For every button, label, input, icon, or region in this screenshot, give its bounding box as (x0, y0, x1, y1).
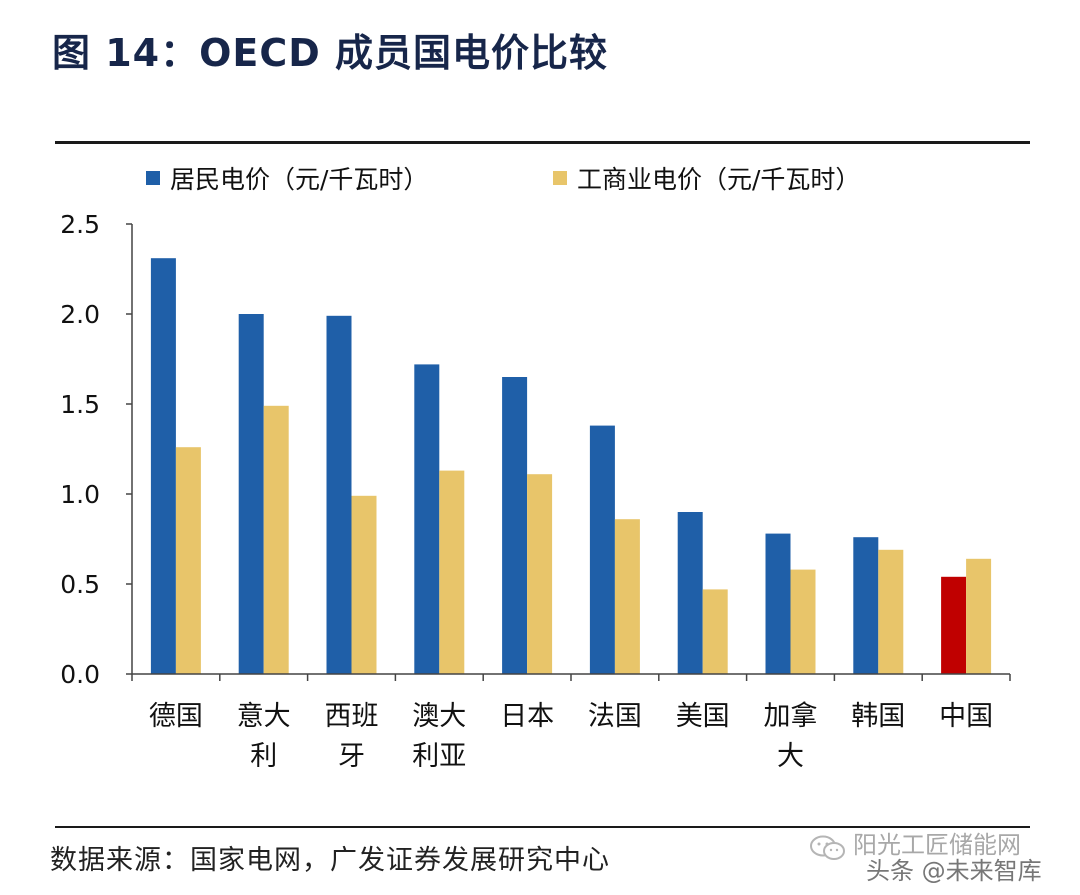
x-tick-label: 西班牙 (325, 701, 379, 772)
industrial-bar-1 (175, 447, 201, 674)
x-tick-label-line: 西班 (325, 701, 379, 732)
figure-title: 图 14：OECD 成员国电价比较 (52, 31, 609, 75)
x-tick-label-line: 中国 (939, 701, 993, 732)
industrial-bar-8 (790, 569, 816, 674)
x-tick-label: 德国 (149, 701, 203, 732)
residential-bar-8 (765, 533, 791, 674)
x-tick-label: 中国 (939, 701, 993, 732)
bar-series (150, 258, 992, 674)
residential-bar-1 (150, 258, 176, 674)
y-tick-label: 1.0 (60, 480, 100, 509)
x-tick-label-line: 澳大 (412, 701, 466, 732)
industrial-bar-4 (439, 470, 465, 674)
x-tick-label-line: 意大 (237, 701, 291, 732)
title-divider (55, 141, 1030, 144)
industrial-bar-3 (351, 495, 377, 674)
x-tick-label-line: 加拿 (764, 701, 818, 732)
x-tick-label: 韩国 (851, 701, 905, 732)
legend-label-2: 工商业电价（元/千瓦时） (577, 165, 860, 194)
residential-bar-4 (414, 364, 440, 674)
chart-legend: 居民电价（元/千瓦时） 工商业电价（元/千瓦时） (146, 165, 860, 194)
legend-label-1: 居民电价（元/千瓦时） (170, 165, 428, 194)
industrial-bar-7 (702, 589, 728, 674)
y-tick-label: 1.5 (60, 390, 100, 419)
x-tick-label-line: 日本 (500, 701, 554, 732)
x-tick-label-line: 法国 (588, 701, 642, 732)
y-tick-label: 0.0 (60, 660, 100, 689)
industrial-bar-6 (614, 519, 640, 674)
x-tick-label: 美国 (676, 701, 730, 732)
x-tick-label: 加拿大 (764, 701, 818, 772)
x-tick-label-line: 德国 (149, 701, 203, 732)
y-tick-label: 2.5 (60, 210, 100, 239)
x-tick-label: 澳大利亚 (412, 701, 466, 772)
wechat-icon (810, 835, 845, 860)
residential-bar-6 (589, 425, 615, 674)
x-tick-label: 法国 (588, 701, 642, 732)
residential-bar-10 (941, 576, 967, 674)
source-note: 数据来源：国家电网，广发证券发展研究中心 (50, 845, 610, 876)
legend-swatch-1 (146, 171, 160, 185)
x-tick-label-line: 牙 (338, 741, 365, 772)
x-tick-label-line: 利亚 (412, 741, 466, 772)
industrial-bar-10 (966, 558, 992, 674)
watermark: 阳光工匠储能网 头条 @未来智库 (808, 832, 1073, 888)
x-tick-label-line: 大 (777, 741, 804, 772)
legend-swatch-2 (553, 171, 567, 185)
watermark-line-1: 阳光工匠储能网 (853, 831, 1021, 859)
x-tick-label-line: 利 (250, 741, 277, 772)
residential-bar-9 (853, 537, 879, 674)
residential-bar-2 (238, 314, 264, 674)
y-tick-label: 0.5 (60, 570, 100, 599)
industrial-bar-5 (527, 474, 553, 674)
x-tick-label-line: 美国 (676, 701, 730, 732)
x-tick-label: 日本 (500, 701, 554, 732)
y-axis: 0.0 0.5 1.0 1.5 2.0 2.5 (60, 210, 133, 689)
residential-bar-3 (326, 315, 352, 674)
industrial-bar-2 (263, 405, 289, 674)
residential-bar-5 (502, 377, 528, 674)
x-tick-label: 意大利 (237, 701, 291, 772)
source-divider (55, 826, 1030, 828)
y-tick-label: 2.0 (60, 300, 100, 329)
watermark-line-2: 头条 @未来智库 (866, 857, 1042, 885)
x-tick-label-line: 韩国 (851, 701, 905, 732)
residential-bar-7 (677, 512, 703, 674)
industrial-bar-9 (878, 549, 904, 674)
